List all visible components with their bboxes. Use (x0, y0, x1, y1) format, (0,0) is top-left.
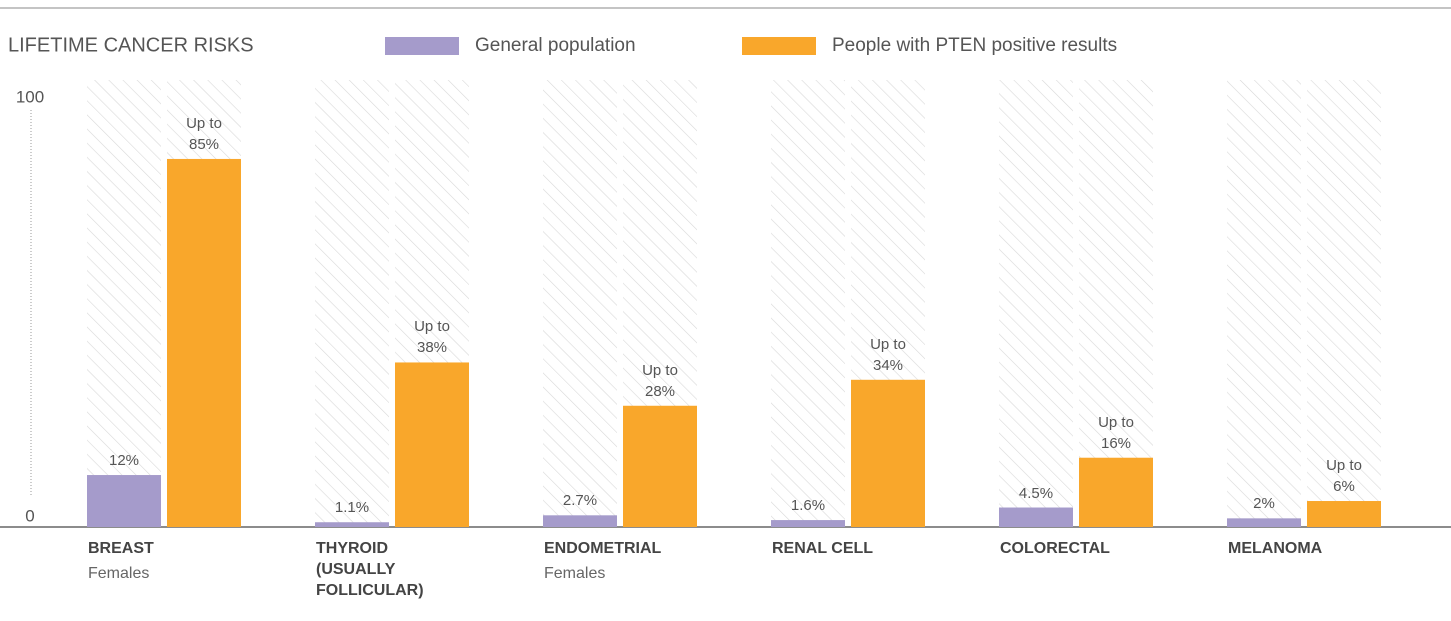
bar (167, 158, 241, 527)
value-label: 2% (1253, 495, 1275, 513)
legend-swatch (385, 37, 459, 55)
category-note: Females (544, 565, 606, 582)
bar-background (543, 80, 617, 527)
value-label: Up to 28% (642, 361, 678, 400)
bar-background (1307, 80, 1381, 527)
bar (543, 515, 617, 527)
bar (623, 405, 697, 527)
bar-background (315, 80, 389, 527)
category-note: Females (88, 565, 150, 582)
value-label: 1.1% (334, 499, 370, 517)
bar-background (87, 80, 161, 527)
x-tick-label: RENAL CELL (772, 540, 874, 557)
value-label: Up to 16% (1098, 413, 1134, 452)
bar-background (771, 80, 845, 527)
legend-label: General population (475, 35, 636, 56)
x-tick-label: COLORECTAL (1000, 540, 1110, 557)
bar (87, 475, 161, 527)
value-label: 2.7% (562, 492, 598, 510)
bar (395, 362, 469, 527)
value-label: 4.5% (1018, 484, 1054, 502)
bar (851, 379, 925, 527)
bar-background (1227, 80, 1301, 527)
value-label: 12% (108, 452, 140, 470)
chart-title: LIFETIME CANCER RISKS (8, 34, 254, 56)
bar (1307, 501, 1381, 527)
bar (999, 507, 1073, 527)
legend-label: People with PTEN positive results (832, 35, 1117, 56)
value-label: 1.6% (790, 497, 826, 515)
value-label: Up to 85% (186, 114, 222, 153)
bar (1079, 457, 1153, 527)
value-label: Up to 38% (414, 318, 450, 357)
bar (771, 520, 845, 527)
x-tick-label: BREAST (88, 540, 154, 557)
bar (315, 522, 389, 527)
x-tick-label: THYROID (USUALLY FOLLICULAR) (316, 540, 424, 599)
value-label: Up to 6% (1326, 457, 1362, 496)
bar-background (1079, 80, 1153, 527)
y-tick-label: 0 (25, 506, 34, 525)
x-tick-label: MELANOMA (1228, 540, 1323, 557)
value-label: Up to 34% (870, 335, 906, 374)
bar (1227, 518, 1301, 527)
legend-swatch (742, 37, 816, 55)
x-tick-label: ENDOMETRIAL (544, 540, 662, 557)
bar-background (999, 80, 1073, 527)
y-tick-label: 100 (16, 87, 44, 106)
